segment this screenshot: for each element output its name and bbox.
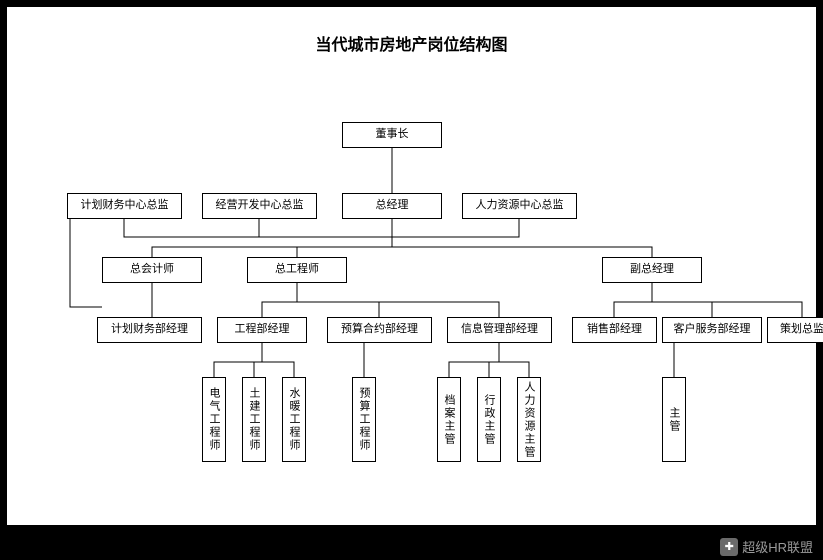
- node-info_mgr: 信息管理部经理: [447, 317, 552, 343]
- node-chief_eng: 总工程师: [247, 257, 347, 283]
- node-admin_sup: 行政主管: [477, 377, 501, 462]
- node-cs_mgr: 客户服务部经理: [662, 317, 762, 343]
- node-hr_dir: 人力资源中心总监: [462, 193, 577, 219]
- node-hvac_eng: 水暖工程师: [282, 377, 306, 462]
- org-chart-canvas: 当代城市房地产岗位结构图 董事长总经理 计划财务中心总监经营开发中心总监 人力资源中…: [6, 6, 817, 526]
- watermark-text: 超级HR联盟: [742, 537, 813, 556]
- node-plan_dir: 策划总监: [767, 317, 823, 343]
- node-budget_mgr: 预算合约部经理: [327, 317, 432, 343]
- watermark-icon: ✚: [720, 538, 738, 556]
- node-proj_mgr: 工程部经理: [217, 317, 307, 343]
- node-supervisor: 主管: [662, 377, 686, 462]
- node-elec_eng: 电气工程师: [202, 377, 226, 462]
- node-deputy_gm: 副总经理: [602, 257, 702, 283]
- node-gm: 总经理: [342, 193, 442, 219]
- node-archive_sup: 档案主管: [437, 377, 461, 462]
- chart-title: 当代城市房地产岗位结构图: [7, 31, 816, 55]
- node-chairman: 董事长: [342, 122, 442, 148]
- node-fin_dir: 计划财务中心总监: [67, 193, 182, 219]
- node-hr_sup: 人力资源主管: [517, 377, 541, 462]
- node-budget_eng: 预算工程师: [352, 377, 376, 462]
- node-chief_acc: 总会计师: [102, 257, 202, 283]
- node-biz_dir: 经营开发中心总监: [202, 193, 317, 219]
- node-sales_mgr: 销售部经理: [572, 317, 657, 343]
- node-fin_mgr: 计划财务部经理: [97, 317, 202, 343]
- node-civil_eng: 土建工程师: [242, 377, 266, 462]
- watermark: ✚ 超级HR联盟: [720, 537, 813, 556]
